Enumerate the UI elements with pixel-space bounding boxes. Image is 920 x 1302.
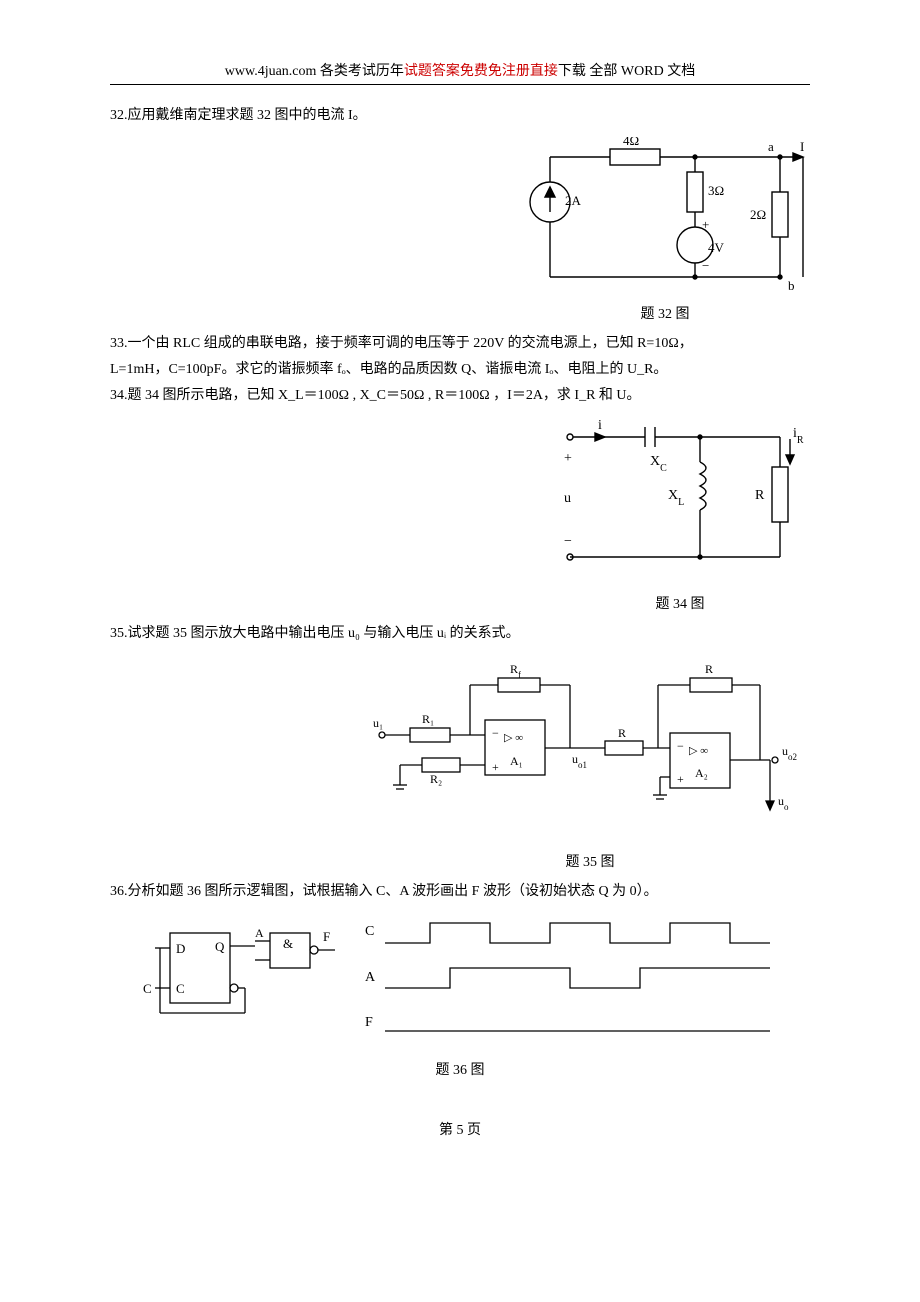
q34-figure-block: i iR + u − XC XL R 题 34 图 bbox=[110, 417, 810, 613]
svg-text:R₁: R₁ bbox=[422, 712, 434, 726]
svg-text:I: I bbox=[800, 139, 804, 154]
q34-text: 34.题 34 图所示电路，已知 X_L＝100Ω , X_C＝50Ω , R＝… bbox=[110, 383, 810, 409]
svg-text:i: i bbox=[598, 418, 602, 433]
q33-line1: 33.一个由 RLC 组成的串联电路，接于频率可调的电压等于 220V 的交流电… bbox=[110, 331, 810, 357]
svg-text:uo: uo bbox=[778, 794, 789, 812]
svg-text:−: − bbox=[492, 726, 499, 740]
svg-text:R₂: R₂ bbox=[430, 772, 442, 786]
svg-text:+: + bbox=[677, 772, 684, 786]
svg-text:iR: iR bbox=[793, 426, 804, 446]
svg-text:−: − bbox=[677, 739, 684, 753]
header-red: 试题答案免费免注册直接 bbox=[404, 64, 558, 79]
svg-text:uo1: uo1 bbox=[572, 752, 587, 770]
svg-text:−: − bbox=[702, 258, 709, 273]
q32-caption: 题 32 图 bbox=[641, 303, 690, 323]
svg-text:C: C bbox=[365, 924, 374, 939]
q36-caption: 题 36 图 bbox=[436, 1059, 485, 1079]
svg-text:3Ω: 3Ω bbox=[708, 183, 724, 198]
q35-text: 35.试求题 35 图示放大电路中输出电压 u₀ 与输入电压 uᵢ 的关系式。 bbox=[110, 621, 810, 647]
svg-text:b: b bbox=[788, 278, 795, 293]
q32-text: 32.应用戴维南定理求题 32 图中的电流 I。 bbox=[110, 103, 810, 129]
header-suffix: 下载 全部 WORD 文档 bbox=[558, 64, 695, 79]
q32-circuit: 2A 4Ω 3Ω 2Ω 4V a b I + − bbox=[520, 137, 810, 297]
svg-text:+: + bbox=[492, 760, 499, 774]
q36-figure-block: D C C Q & A bbox=[110, 913, 810, 1079]
svg-text:A: A bbox=[365, 970, 376, 985]
header-divider bbox=[110, 84, 810, 85]
svg-text:2Ω: 2Ω bbox=[750, 207, 766, 222]
q33-line2: L=1mH，C=100pF。求它的谐振频率 fₒ、电路的品质因数 Q、谐振电流 … bbox=[110, 357, 810, 383]
svg-text:−: − bbox=[564, 534, 572, 549]
q35-caption: 题 35 图 bbox=[566, 851, 615, 871]
svg-text:C: C bbox=[143, 981, 152, 996]
svg-text:u₁: u₁ bbox=[373, 716, 383, 730]
svg-text:4Ω: 4Ω bbox=[623, 137, 639, 148]
svg-text:XL: XL bbox=[668, 488, 684, 508]
q35-figure-block: u₁ R₁ R₂ Rf R R − + ▷ ∞ A₁ − + ▷ ∞ A₂ uo… bbox=[110, 655, 810, 871]
svg-text:a: a bbox=[768, 139, 774, 154]
q35-circuit: u₁ R₁ R₂ Rf R R − + ▷ ∞ A₁ − + ▷ ∞ A₂ uo… bbox=[370, 655, 810, 845]
q34-circuit: i iR + u − XC XL R bbox=[550, 417, 810, 587]
svg-text:A: A bbox=[255, 926, 264, 940]
q36-text: 36.分析如题 36 图所示逻辑图，试根据输入 C、A 波形画出 F 波形（设初… bbox=[110, 879, 810, 905]
q32-figure-block: 2A 4Ω 3Ω 2Ω 4V a b I + − 题 32 图 bbox=[110, 137, 810, 323]
svg-text:uo2: uo2 bbox=[782, 744, 797, 762]
svg-text:D: D bbox=[176, 941, 185, 956]
svg-text:+: + bbox=[702, 217, 709, 232]
svg-text:A₁: A₁ bbox=[510, 754, 523, 768]
svg-text:4V: 4V bbox=[708, 240, 725, 255]
svg-text:Rf: Rf bbox=[510, 662, 521, 680]
svg-text:A₂: A₂ bbox=[695, 766, 708, 780]
q34-caption: 题 34 图 bbox=[656, 593, 705, 613]
svg-text:▷ ∞: ▷ ∞ bbox=[504, 732, 523, 744]
svg-text:Q: Q bbox=[215, 939, 225, 954]
svg-text:u: u bbox=[564, 491, 571, 506]
svg-text:R: R bbox=[755, 488, 765, 503]
svg-text:2A: 2A bbox=[565, 193, 582, 208]
svg-text:&: & bbox=[283, 936, 293, 951]
svg-text:F: F bbox=[323, 929, 330, 944]
svg-text:R: R bbox=[618, 726, 626, 740]
svg-text:C: C bbox=[176, 981, 185, 996]
svg-text:F: F bbox=[365, 1015, 373, 1030]
svg-text:+: + bbox=[564, 451, 572, 466]
svg-text:R: R bbox=[705, 662, 713, 676]
q36-diagram: D C C Q & A bbox=[140, 913, 780, 1053]
page-header: www.4juan.com 各类考试历年试题答案免费免注册直接下载 全部 WOR… bbox=[110, 60, 810, 80]
svg-text:XC: XC bbox=[650, 454, 667, 474]
header-prefix: www.4juan.com 各类考试历年 bbox=[225, 64, 404, 79]
svg-text:▷ ∞: ▷ ∞ bbox=[689, 745, 708, 757]
page-footer: 第 5 页 bbox=[110, 1119, 810, 1139]
